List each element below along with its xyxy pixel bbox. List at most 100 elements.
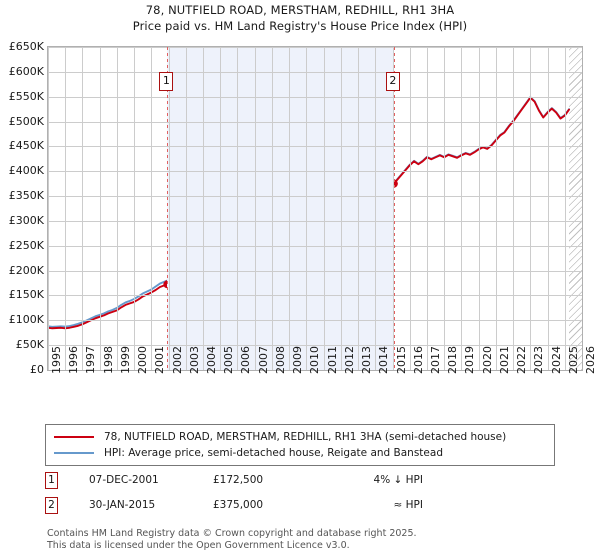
footer-attribution: Contains HM Land Registry data © Crown c…	[47, 528, 587, 551]
gridline-vertical	[565, 47, 566, 370]
gridline-vertical	[530, 47, 531, 370]
x-axis-tick-label: 2017	[428, 346, 442, 374]
sale-index-badge: 1	[45, 472, 58, 489]
x-axis-tick-label: 2002	[170, 346, 184, 374]
x-axis-tick-label: 2021	[497, 346, 511, 374]
y-axis-tick-label: £250K	[8, 238, 44, 252]
gridline-vertical	[444, 47, 445, 370]
sale-event-vline	[167, 47, 168, 370]
x-axis-tick-label: 2025	[566, 346, 580, 374]
gridline-horizontal	[48, 146, 582, 147]
legend-label-property: 78, NUTFIELD ROAD, MERSTHAM, REDHILL, RH…	[104, 431, 507, 443]
gridline-horizontal	[48, 345, 582, 346]
x-axis-tick-label: 2001	[153, 346, 167, 374]
x-axis-tick-label: 2003	[187, 346, 201, 374]
gridline-vertical	[479, 47, 480, 370]
table-row: 1 07-DEC-2001 £172,500 4% ↓ HPI	[45, 472, 565, 497]
y-axis-tick-label: £300K	[8, 213, 44, 227]
between-sales-shaded-band	[167, 47, 394, 370]
x-axis-tick-label: 2015	[394, 346, 408, 374]
page-subtitle: Price paid vs. HM Land Registry's House …	[132, 19, 468, 33]
gridline-vertical	[375, 47, 376, 370]
table-row: 2 30-JAN-2015 £375,000 ≈ HPI	[45, 497, 565, 522]
y-axis-tick-label: £600K	[8, 64, 44, 78]
y-axis-tick-label: £350K	[8, 189, 44, 203]
y-axis-tick-label: £0	[30, 363, 44, 376]
legend-item-hpi: HPI: Average price, semi-detached house,…	[54, 445, 546, 461]
gridline-vertical	[289, 47, 290, 370]
y-axis-tick-label: £450K	[8, 139, 44, 153]
gridline-horizontal	[48, 196, 582, 197]
gridline-vertical	[117, 47, 118, 370]
chart-plot-area	[47, 46, 583, 371]
footer-copyright-line: Contains HM Land Registry data © Crown c…	[47, 528, 417, 539]
gridline-vertical	[134, 47, 135, 370]
y-axis-tick-label: £650K	[8, 40, 44, 53]
x-axis-tick-label: 2005	[222, 346, 236, 374]
page-title: 78, NUTFIELD ROAD, MERSTHAM, REDHILL, RH…	[145, 3, 455, 17]
x-axis-tick-label: 2023	[532, 346, 546, 374]
gridline-vertical	[461, 47, 462, 370]
x-axis-tick-label: 2008	[273, 346, 287, 374]
x-axis-tick-label: 2024	[549, 346, 563, 374]
sale-hpi-delta: 4% ↓ HPI	[373, 474, 423, 486]
y-axis-tick-label: £100K	[8, 313, 44, 327]
x-axis-tick-label: 2009	[291, 346, 305, 374]
sale-date: 07-DEC-2001	[89, 474, 159, 486]
y-axis-tick-label: £200K	[8, 263, 44, 277]
sale-price: £172,500	[213, 474, 264, 486]
gridline-vertical	[410, 47, 411, 370]
gridline-horizontal	[48, 72, 582, 73]
legend-swatch-property	[54, 436, 94, 438]
x-axis-tick-label: 1996	[67, 346, 81, 374]
gridline-vertical	[513, 47, 514, 370]
x-axis-tick-label: 2004	[205, 346, 219, 374]
sale-price: £375,000	[213, 499, 264, 511]
gridline-horizontal	[48, 97, 582, 98]
gridline-vertical	[82, 47, 83, 370]
sale-marker-1[interactable]: 1	[159, 72, 174, 91]
gridline-horizontal	[48, 295, 582, 296]
chart-title-block: 78, NUTFIELD ROAD, MERSTHAM, REDHILL, RH…	[0, 2, 600, 34]
legend-swatch-hpi	[54, 452, 94, 454]
x-axis-tick-label: 2014	[377, 346, 391, 374]
x-axis-tick-label: 2006	[239, 346, 253, 374]
gridline-horizontal	[48, 320, 582, 321]
sale-date: 30-JAN-2015	[89, 499, 156, 511]
gridline-vertical	[203, 47, 204, 370]
gridline-vertical	[186, 47, 187, 370]
sale-event-vline	[394, 47, 395, 370]
gridline-vertical	[100, 47, 101, 370]
gridline-vertical	[324, 47, 325, 370]
gridline-horizontal	[48, 47, 582, 48]
y-axis-tick-label: £550K	[8, 89, 44, 103]
x-axis-tick-label: 2000	[136, 346, 150, 374]
y-axis-tick-label: £50K	[15, 338, 44, 352]
x-axis-tick-label: 2020	[480, 346, 494, 374]
gridline-vertical	[358, 47, 359, 370]
sale-hpi-delta: ≈ HPI	[393, 499, 423, 511]
gridline-vertical	[427, 47, 428, 370]
x-axis-tick-label: 2019	[463, 346, 477, 374]
gridline-vertical	[306, 47, 307, 370]
gridline-horizontal	[48, 171, 582, 172]
x-axis-tick-label: 2018	[446, 346, 460, 374]
x-axis-tick-label: 2026	[584, 346, 597, 374]
x-axis-tick-label: 1999	[118, 346, 132, 374]
sales-table: 1 07-DEC-2001 £172,500 4% ↓ HPI 2 30-JAN…	[45, 472, 565, 522]
sale-marker-2[interactable]: 2	[385, 72, 400, 91]
gridline-vertical	[272, 47, 273, 370]
x-axis-tick-label: 2022	[515, 346, 529, 374]
gridline-horizontal	[48, 246, 582, 247]
chart-plot-inner	[48, 47, 582, 370]
footer-licence-line: This data is licensed under the Open Gov…	[47, 539, 350, 551]
gridline-vertical	[341, 47, 342, 370]
x-axis-tick-label: 1998	[101, 346, 115, 374]
no-data-hatched-band	[569, 47, 582, 370]
chart-legend: 78, NUTFIELD ROAD, MERSTHAM, REDHILL, RH…	[45, 424, 555, 466]
gridline-vertical	[48, 47, 49, 370]
legend-item-property: 78, NUTFIELD ROAD, MERSTHAM, REDHILL, RH…	[54, 429, 546, 445]
gridline-vertical	[65, 47, 66, 370]
gridline-vertical	[496, 47, 497, 370]
